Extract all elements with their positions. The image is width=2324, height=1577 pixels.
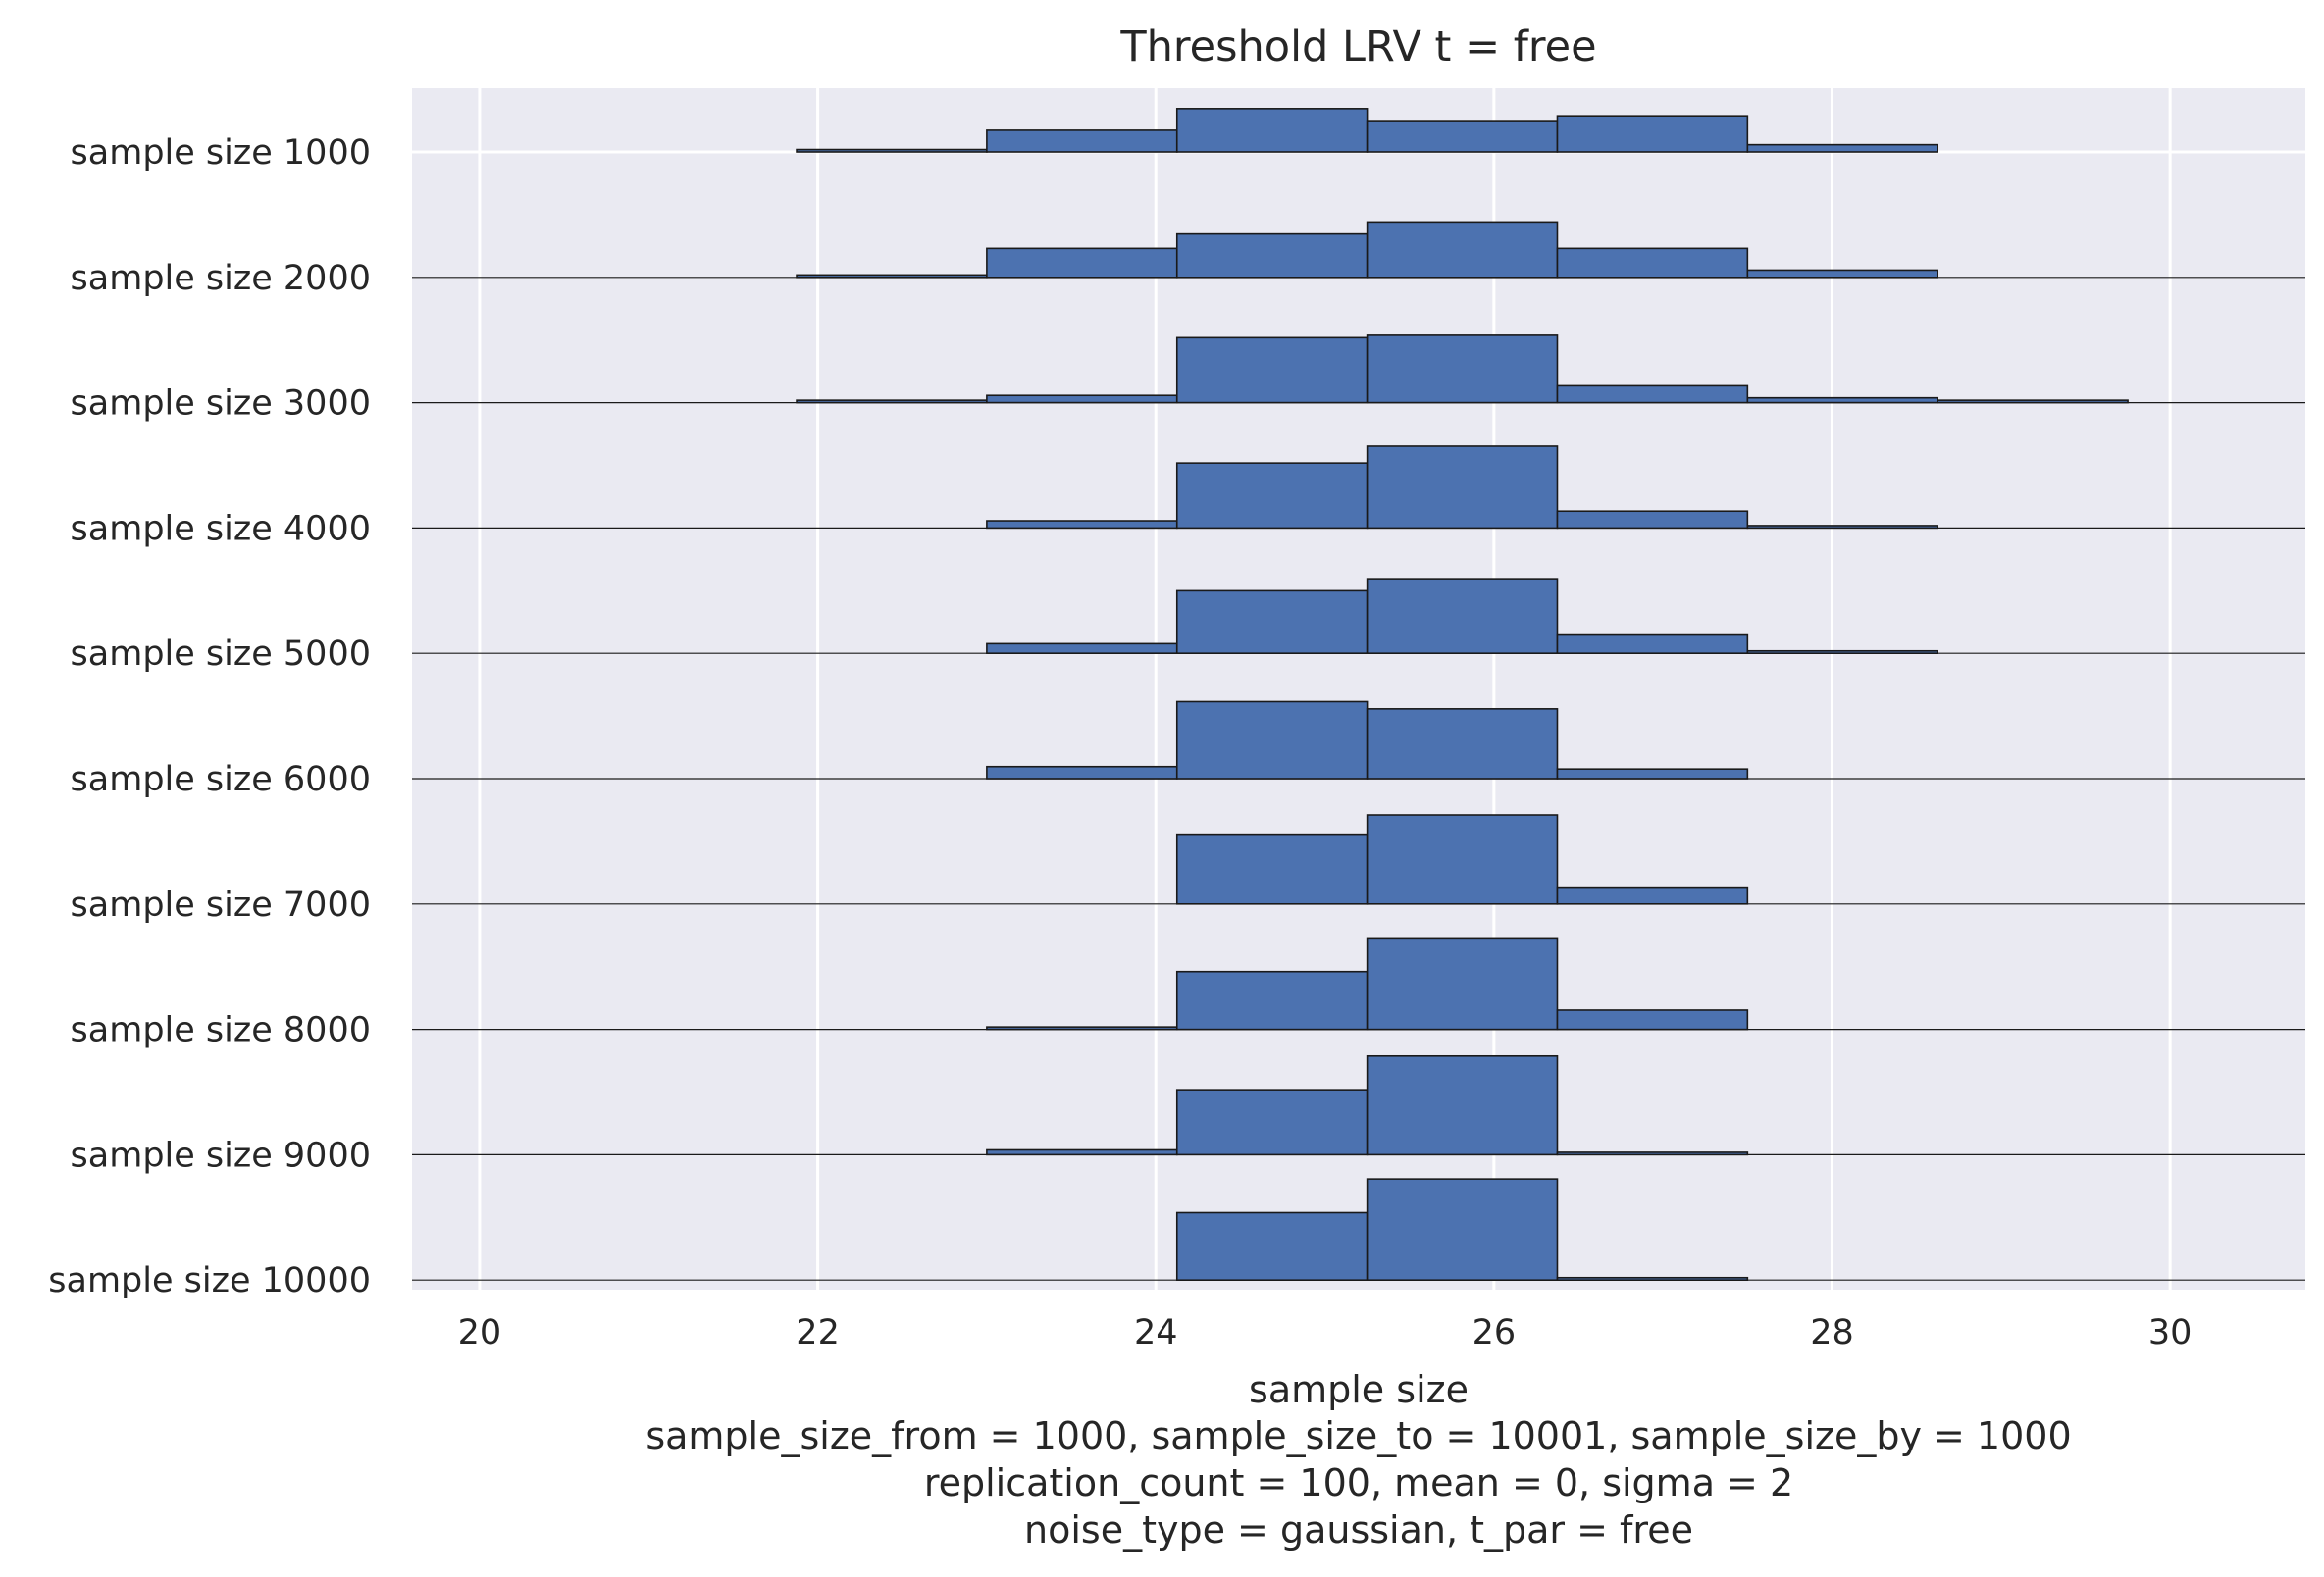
histogram-bar xyxy=(986,129,1178,153)
histogram-bar xyxy=(1175,970,1369,1031)
x-tick-label: 28 xyxy=(1810,1313,1854,1352)
x-tick-label: 26 xyxy=(1472,1313,1517,1352)
histogram-bar xyxy=(986,1148,1178,1156)
row-label: sample size 9000 xyxy=(71,1136,371,1175)
histogram-bar xyxy=(1556,384,1749,404)
x-tick-label: 20 xyxy=(458,1313,502,1352)
row-label: sample size 7000 xyxy=(71,886,371,925)
x-tick-label: 22 xyxy=(796,1313,840,1352)
grid-lines xyxy=(478,88,2172,1290)
histogram-bar xyxy=(1556,1009,1749,1031)
caption-line-1: sample_size_from = 1000, sample_size_to … xyxy=(646,1414,2071,1457)
histogram-bar xyxy=(986,1026,1178,1031)
histogram-bars xyxy=(796,108,2129,1282)
histogram-bar xyxy=(1175,108,1369,153)
histogram-bar xyxy=(1366,578,1559,654)
histogram-bar xyxy=(1556,768,1749,780)
histogram-bar xyxy=(1556,633,1749,655)
histogram-bar xyxy=(1366,1178,1559,1282)
histogram-bar xyxy=(1746,525,1939,530)
histogram-bar xyxy=(986,247,1178,279)
histogram-bar xyxy=(1556,247,1749,279)
row-label: sample size 4000 xyxy=(71,509,371,548)
histogram-bar xyxy=(1366,937,1559,1031)
histogram-bar xyxy=(1175,1211,1369,1282)
histogram-bar xyxy=(1746,269,1939,279)
histogram-bar xyxy=(796,399,988,404)
histogram-bar xyxy=(986,394,1178,404)
histogram-bar xyxy=(1175,1089,1369,1156)
row-label: sample size 5000 xyxy=(71,635,371,674)
histogram-bar xyxy=(1175,336,1369,404)
row-label: sample size 3000 xyxy=(71,384,371,424)
histogram-bar xyxy=(1556,886,1749,905)
histogram-bar xyxy=(1366,814,1559,905)
histogram-bar xyxy=(1746,143,1939,153)
histogram-bar xyxy=(1175,700,1369,780)
histogram-bar xyxy=(986,642,1178,654)
row-label: sample size 10000 xyxy=(48,1261,371,1300)
histogram-bar xyxy=(1366,445,1559,530)
histogram-bar xyxy=(796,274,988,279)
x-axis-label: sample size xyxy=(1249,1368,1469,1411)
histogram-bar xyxy=(1556,115,1749,153)
histogram-bar xyxy=(986,520,1178,530)
histogram-bar xyxy=(1556,510,1749,530)
histogram-bar xyxy=(1175,589,1369,654)
x-tick-label: 24 xyxy=(1134,1313,1178,1352)
histogram-bar xyxy=(1366,221,1559,279)
row-labels: sample size 1000 sample size 2000 sample s… xyxy=(48,133,371,1300)
histogram-bar xyxy=(1556,1151,1749,1156)
histogram-bar xyxy=(1937,399,2129,404)
histogram-bar xyxy=(1366,708,1559,780)
histogram-bar xyxy=(796,148,988,153)
histogram-bar xyxy=(1366,334,1559,404)
histogram-bar xyxy=(1746,649,1939,654)
x-tick-labels: 20 22 24 26 28 30 xyxy=(458,1313,2193,1352)
row-label: sample size 2000 xyxy=(71,259,371,298)
histogram-bar xyxy=(1366,1054,1559,1156)
histogram-bar xyxy=(1175,833,1369,905)
histogram-bar xyxy=(1746,396,1939,404)
histogram-bar xyxy=(1175,232,1369,279)
x-tick-label: 30 xyxy=(2148,1313,2193,1352)
chart-title: Threshold LRV t = free xyxy=(1119,23,1596,72)
row-label: sample size 8000 xyxy=(71,1011,371,1050)
caption-line-2: replication_count = 100, mean = 0, sigma… xyxy=(924,1461,1793,1504)
row-label: sample size 6000 xyxy=(71,760,371,799)
caption-line-3: noise_type = gaussian, t_par = free xyxy=(1024,1508,1693,1552)
histogram-bar xyxy=(1556,1276,1749,1281)
histogram-bar xyxy=(1366,120,1559,153)
histogram-bar xyxy=(1175,462,1369,530)
histogram-bar xyxy=(986,765,1178,780)
row-label: sample size 1000 xyxy=(71,133,371,173)
